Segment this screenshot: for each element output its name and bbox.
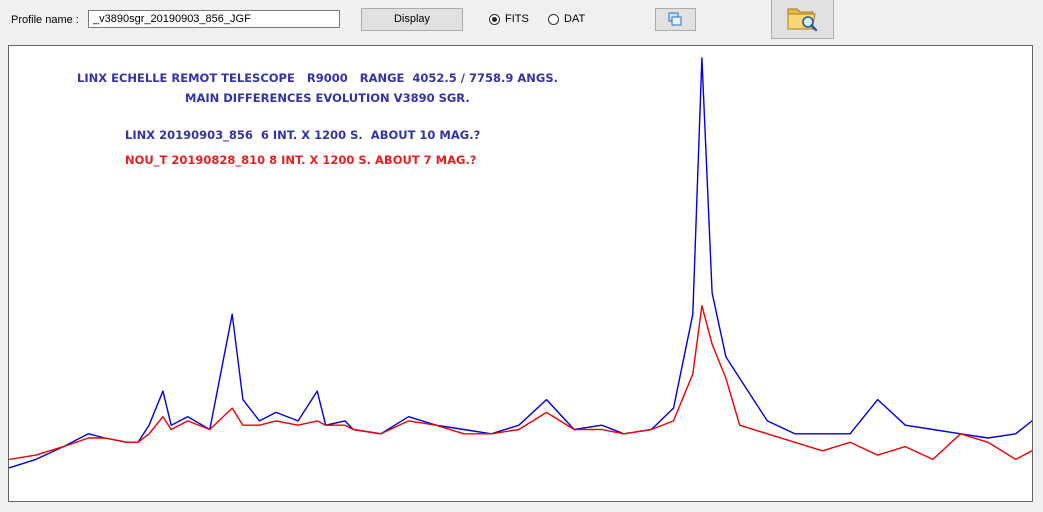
radio-dat-label: DAT (564, 13, 586, 25)
profile-name-label: Profile name : (11, 14, 79, 26)
annotation-instrument: LINX ECHELLE REMOT TELESCOPE R9000 RANGE… (77, 71, 558, 85)
folder-search-icon (787, 8, 818, 32)
display-button[interactable]: Display (361, 8, 463, 31)
radio-dat[interactable]: DAT (548, 12, 585, 26)
radio-fits-indicator[interactable] (489, 13, 500, 25)
spectrum-chart (9, 57, 1032, 469)
series-line-0 (9, 57, 1032, 469)
series-line-1 (9, 305, 1032, 461)
copy-window-icon (668, 12, 682, 26)
radio-dat-indicator[interactable] (548, 13, 559, 25)
open-file-button[interactable] (771, 0, 834, 39)
toolbar: Profile name : Display FITS DAT (0, 0, 1043, 44)
radio-fits[interactable]: FITS (489, 12, 529, 26)
annotation-series-linx: LINX 20190903_856 6 INT. X 1200 S. ABOUT… (125, 128, 481, 142)
spectrum-plot: LINX ECHELLE REMOT TELESCOPE R9000 RANGE… (8, 45, 1033, 502)
radio-fits-label: FITS (505, 13, 529, 25)
copy-button[interactable] (655, 8, 696, 31)
profile-name-input[interactable] (88, 10, 340, 28)
annotation-series-nout: NOU_T 20190828_810 8 INT. X 1200 S. ABOU… (125, 153, 477, 167)
annotation-title: MAIN DIFFERENCES EVOLUTION V3890 SGR. (185, 91, 470, 105)
